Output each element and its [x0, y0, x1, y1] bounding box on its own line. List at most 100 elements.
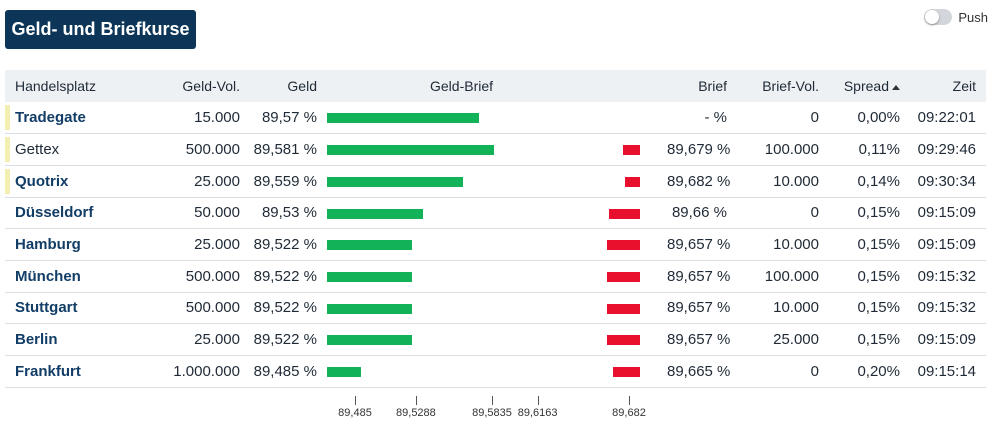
brief-bar [606, 240, 640, 251]
title-button[interactable]: Geld- und Briefkurse [5, 10, 196, 49]
geld-cell: 89,559 % [253, 172, 317, 190]
spread-cell: 0,15% [857, 299, 900, 317]
axis-tick [537, 396, 539, 405]
row-marker [5, 137, 10, 162]
brief-bar [612, 367, 640, 377]
header-spread-label: Spread [843, 78, 889, 94]
handelsplatz-name[interactable]: Hamburg [15, 236, 81, 254]
brief-cell: 89,657 % [667, 299, 731, 317]
handelsplatz-cell[interactable]: Berlin [5, 324, 155, 356]
push-toggle-group[interactable]: Push [924, 9, 988, 25]
zeit-cell: 09:15:32 [917, 267, 976, 285]
brief-cell: 89,682 % [667, 172, 731, 190]
geld-bar [327, 303, 413, 314]
table-row: Frankfurt 1.000.000 89,485 % 89,665 % 0 … [5, 356, 986, 388]
table-header: Handelsplatz Geld-Vol. Geld Geld-Brief B… [5, 70, 986, 102]
table-row: Quotrix 25.000 89,559 % 89,682 % 10.000 … [5, 165, 986, 198]
brief-vol-cell: 10.000 [773, 172, 819, 190]
geld-vol-cell: 25.000 [194, 236, 240, 254]
spread-cell: 0,14% [857, 172, 900, 190]
handelsplatz-cell[interactable]: Frankfurt [5, 356, 155, 388]
handelsplatz-name[interactable]: Tradegate [15, 109, 86, 127]
table-row: München 500.000 89,522 % 89,657 % 100.00… [5, 260, 986, 293]
brief-bar [625, 176, 640, 187]
brief-cell: 89,657 % [667, 267, 731, 285]
brief-cell: - % [704, 109, 728, 127]
header-brief-vol[interactable]: Brief-Vol. [762, 78, 819, 94]
geld-cell: 89,522 % [253, 299, 317, 317]
push-toggle[interactable] [924, 9, 953, 25]
axis-tick [492, 396, 493, 405]
geld-brief-cell [317, 292, 667, 324]
handelsplatz-name[interactable]: Quotrix [15, 172, 69, 190]
handelsplatz-name[interactable]: München [15, 267, 81, 285]
handelsplatz-name: Gettex [15, 141, 60, 159]
header-handelsplatz[interactable]: Handelsplatz [15, 78, 96, 94]
geld-vol-cell: 15.000 [194, 109, 240, 127]
handelsplatz-name[interactable]: Stuttgart [15, 299, 78, 317]
geld-brief-cell [317, 197, 667, 229]
table-row: Hamburg 25.000 89,522 % 89,657 % 10.000 … [5, 229, 986, 261]
brief-bar [606, 335, 640, 346]
handelsplatz-name[interactable]: Düsseldorf [15, 204, 94, 222]
geld-cell: 89,581 % [253, 141, 317, 159]
brief-cell: 89,665 % [667, 362, 731, 380]
handelsplatz-cell[interactable]: Quotrix [5, 165, 155, 197]
spread-cell: 0,15% [857, 267, 900, 285]
geld-vol-cell: 25.000 [194, 172, 240, 190]
header-zeit[interactable]: Zeit [952, 78, 976, 94]
handelsplatz-cell[interactable]: Stuttgart [5, 292, 155, 324]
row-marker [5, 168, 10, 194]
axis-tick-label: 89,485 [338, 407, 372, 419]
table-row: Stuttgart 500.000 89,522 % 89,657 % 10.0… [5, 292, 986, 324]
axis-tick [629, 396, 630, 405]
axis-tick [355, 396, 356, 405]
geld-bar [327, 335, 413, 346]
zeit-cell: 09:15:14 [917, 362, 976, 380]
geld-vol-cell: 500.000 [185, 267, 240, 285]
geld-brief-cell [317, 229, 667, 261]
geld-bar [327, 208, 424, 219]
axis-tick [415, 396, 417, 405]
geld-vol-cell: 1.000.000 [173, 362, 240, 380]
brief-cell: 89,66 % [671, 204, 727, 222]
table-row: Gettex 500.000 89,581 % 89,679 % 100.000… [5, 134, 986, 166]
price-axis: 89,485 89,5288 89,5835 89,6163 89,682 [320, 396, 670, 426]
handelsplatz-name[interactable]: Berlin [15, 331, 58, 349]
brief-vol-cell: 10.000 [773, 236, 819, 254]
zeit-cell: 09:22:01 [917, 109, 976, 127]
header-spread[interactable]: Spread [819, 70, 900, 102]
brief-bar [606, 303, 640, 314]
geld-cell: 89,53 % [261, 204, 317, 222]
handelsplatz-name[interactable]: Frankfurt [15, 362, 81, 380]
header-geld[interactable]: Geld [287, 78, 317, 94]
spread-cell: 0,11% [858, 141, 900, 159]
zeit-cell: 09:29:46 [917, 141, 976, 159]
zeit-cell: 09:15:32 [917, 299, 976, 317]
geld-cell: 89,522 % [253, 236, 317, 254]
header-geld-brief: Geld-Brief [430, 78, 494, 94]
brief-vol-cell: 25.000 [773, 331, 819, 349]
geld-cell: 89,522 % [253, 331, 317, 349]
table-row: Düsseldorf 50.000 89,53 % 89,66 % 0 0,15… [5, 197, 986, 229]
geld-vol-cell: 500.000 [185, 299, 240, 317]
geld-bar [327, 113, 479, 123]
zeit-cell: 09:30:34 [917, 172, 976, 190]
brief-vol-cell: 10.000 [773, 299, 819, 317]
handelsplatz-cell[interactable]: Düsseldorf [5, 197, 155, 229]
geld-brief-cell [317, 324, 667, 356]
geld-brief-cell [317, 165, 667, 197]
axis-tick-label: 89,5835 [472, 407, 512, 419]
handelsplatz-cell[interactable]: München [5, 260, 155, 292]
handelsplatz-cell[interactable]: Tradegate [5, 102, 155, 134]
brief-bar [608, 208, 640, 219]
brief-vol-cell: 0 [810, 109, 819, 127]
brief-vol-cell: 100.000 [764, 267, 819, 285]
zeit-cell: 09:15:09 [917, 331, 976, 349]
header-geld-vol[interactable]: Geld-Vol. [182, 78, 240, 94]
axis-tick-label: 89,682 [612, 407, 646, 419]
brief-vol-cell: 0 [810, 362, 819, 380]
header-brief[interactable]: Brief [698, 78, 727, 94]
handelsplatz-cell[interactable]: Hamburg [5, 229, 155, 261]
zeit-cell: 09:15:09 [917, 236, 976, 254]
